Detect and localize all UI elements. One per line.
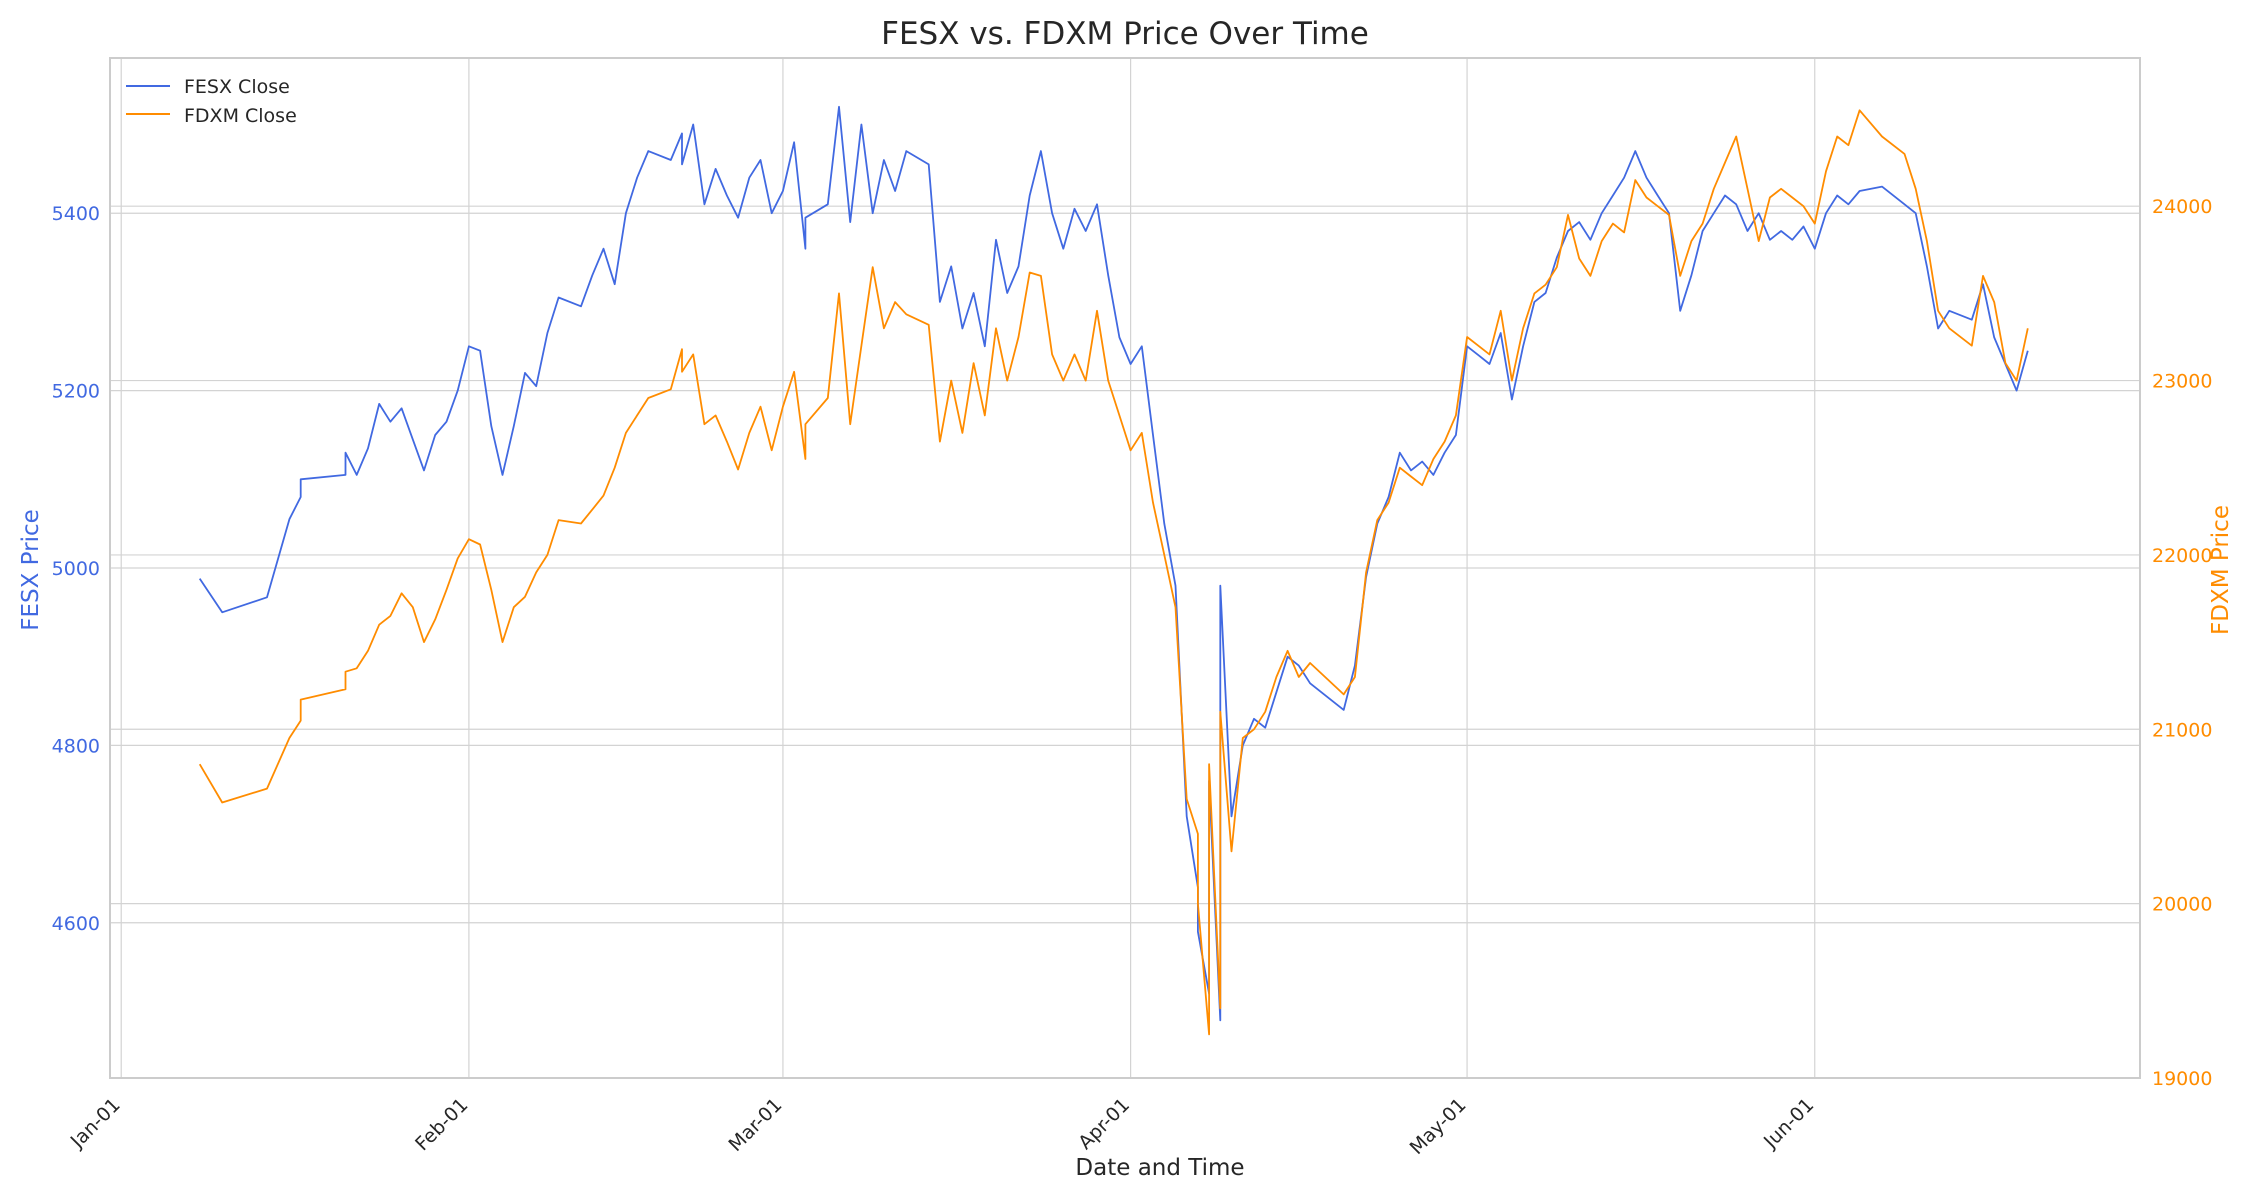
y-axis-label-left: FESX Price xyxy=(18,509,44,631)
y-tick-label-right: 24000 xyxy=(2152,196,2212,218)
plot-frame xyxy=(109,57,2141,1079)
series-lines xyxy=(198,105,2029,1036)
x-axis-label: Date and Time xyxy=(1075,1155,1244,1181)
y-tick-label-left: 5400 xyxy=(52,203,100,225)
grid-lines xyxy=(110,58,2140,1079)
y-tick-label-right: 21000 xyxy=(2152,719,2212,741)
y-tick-label-right: 22000 xyxy=(2152,545,2212,567)
chart-title: FESX vs. FDXM Price Over Time xyxy=(881,16,1369,52)
y-tick-label-left: 4600 xyxy=(52,913,100,935)
y-tick-label-left: 4800 xyxy=(52,735,100,757)
series-line-fesx xyxy=(198,105,2029,1022)
legend-label-fesx: FESX Close xyxy=(184,76,290,98)
y-tick-label-right: 19000 xyxy=(2152,1068,2212,1090)
axes xyxy=(109,57,2141,1079)
y-tick-label-right: 20000 xyxy=(2152,894,2212,916)
y-tick-label-left: 5000 xyxy=(52,558,100,580)
legend: FESX Close FDXM Close xyxy=(126,76,297,127)
series-line-fdxm xyxy=(198,109,2029,1036)
y-tick-label-left: 5200 xyxy=(52,381,100,403)
y-tick-label-right: 23000 xyxy=(2152,371,2212,393)
legend-label-fdxm: FDXM Close xyxy=(184,105,297,127)
y-axis-label-right: FDXM Price xyxy=(2208,505,2234,635)
